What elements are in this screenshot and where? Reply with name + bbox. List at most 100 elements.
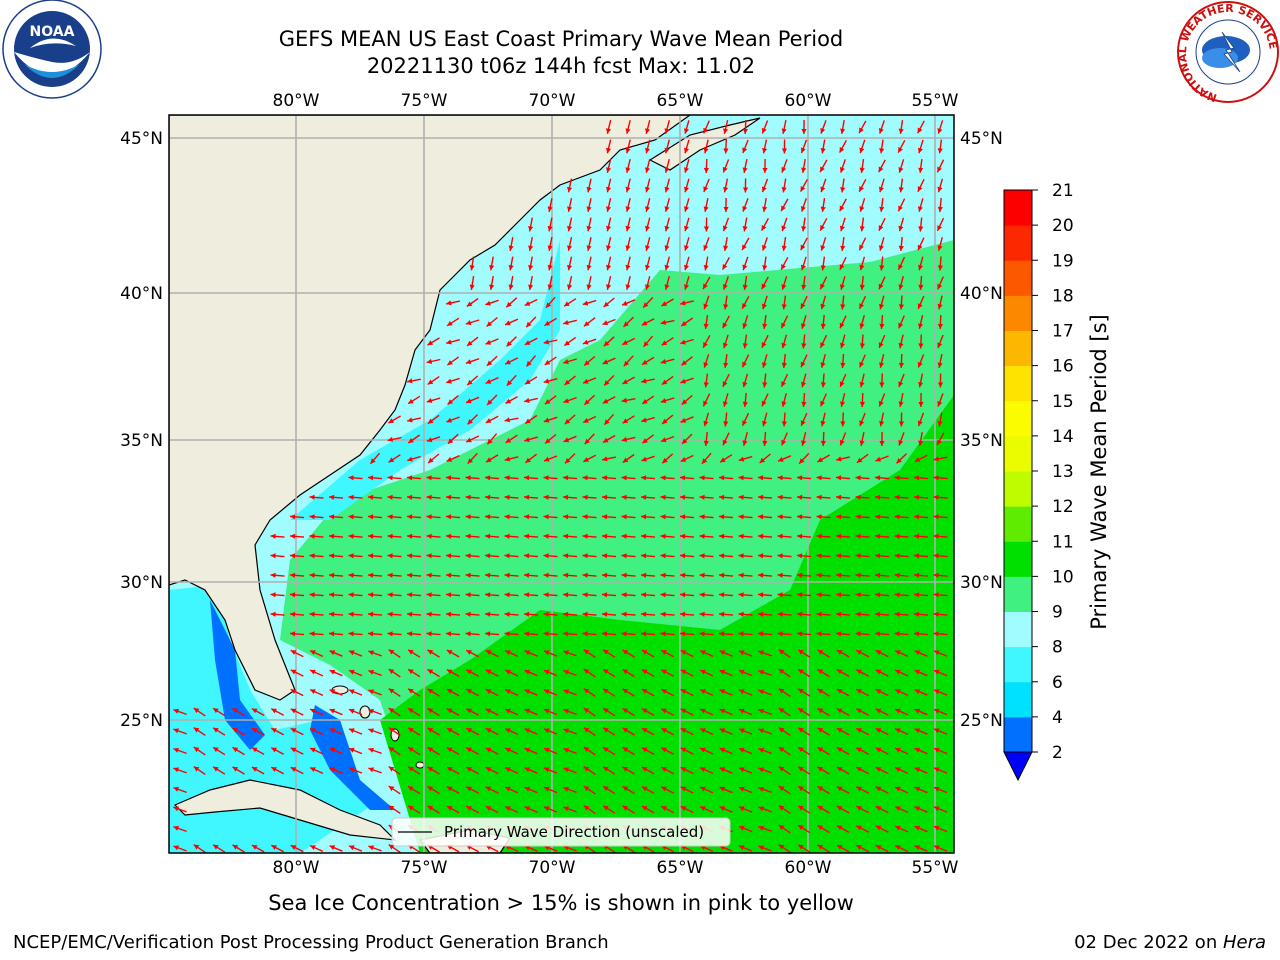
wave-arrow-head <box>660 631 666 637</box>
wave-arrow-head <box>875 650 882 655</box>
wave-arrow-head <box>564 301 570 307</box>
wave-arrow-head <box>290 553 296 559</box>
wave-arrow-head <box>661 340 668 346</box>
wave-arrow-head <box>820 186 826 193</box>
wave-arrow-head <box>801 381 806 388</box>
wave-arrow-head <box>797 572 803 578</box>
wave-arrow-head <box>625 167 631 173</box>
wave-arrow-head <box>839 225 845 232</box>
wave-arrow-head <box>349 669 355 675</box>
wave-arrow-head <box>820 225 825 231</box>
wave-arrow-head <box>485 533 491 539</box>
wave-arrow-head <box>290 572 296 578</box>
wave-arrow-head <box>878 166 884 173</box>
wave-arrow-head <box>778 786 785 792</box>
wave-arrow-head <box>856 708 862 714</box>
wave-arrow-head <box>368 494 374 500</box>
wave-arrow-head <box>602 592 608 598</box>
colorbar-tick-label: 14 <box>1052 427 1074 447</box>
wave-arrow-head <box>800 303 806 309</box>
wave-arrow-head <box>485 494 491 500</box>
wave-arrow-head <box>622 708 629 714</box>
wave-arrow-head <box>567 225 573 232</box>
wave-arrow-head <box>798 708 804 714</box>
wave-arrow-head <box>526 321 532 328</box>
wave-arrow-head <box>621 592 627 598</box>
wave-arrow-head <box>467 419 473 425</box>
wave-arrow-head <box>486 457 492 463</box>
wave-arrow-head <box>917 206 923 212</box>
wave-arrow-head <box>742 381 748 388</box>
wave-arrow-head <box>427 379 434 385</box>
wave-arrow-head <box>603 301 610 307</box>
wave-arrow-head <box>799 458 805 464</box>
lat-label-right-40: 40°N <box>960 284 1003 304</box>
wave-arrow-head <box>446 728 453 733</box>
wave-arrow-head <box>427 340 434 346</box>
wave-arrow-head <box>329 689 336 695</box>
wave-arrow-head <box>446 494 452 500</box>
wave-arrow-head <box>349 689 355 695</box>
wave-arrow-head <box>661 806 667 811</box>
wave-arrow-head <box>329 572 335 578</box>
wave-arrow-head <box>446 669 453 675</box>
wave-arrow-head <box>895 650 901 655</box>
wave-arrow-head <box>466 708 472 714</box>
wave-arrow-head <box>583 786 590 792</box>
wave-arrow-head <box>544 728 550 734</box>
wave-arrow-head <box>778 649 785 655</box>
wave-arrow-head <box>918 264 923 271</box>
wave-arrow-head <box>917 244 923 251</box>
colorbar-segment <box>1004 260 1032 296</box>
wave-arrow-head <box>621 631 627 637</box>
wave-arrow-head <box>684 128 689 134</box>
wave-arrow-head <box>485 339 492 345</box>
wave-arrow-head <box>621 611 627 617</box>
wave-arrow-head <box>722 284 728 290</box>
wave-arrow-head <box>621 436 628 442</box>
wave-arrow-head <box>583 805 590 811</box>
wave-arrow-head <box>816 494 822 500</box>
wave-arrow-head <box>622 727 629 733</box>
wave-arrow-head <box>856 767 862 772</box>
wave-arrow-head <box>680 533 686 539</box>
wave-arrow-head <box>817 727 824 733</box>
wave-arrow-head <box>524 592 530 598</box>
wave-arrow-head <box>563 553 569 559</box>
wave-arrow-head <box>836 533 842 539</box>
wave-arrow-head <box>898 342 904 349</box>
wave-arrow-head <box>798 766 804 772</box>
wave-arrow-head <box>762 323 768 329</box>
wave-arrow-head <box>917 420 923 427</box>
wave-arrow-head <box>173 708 179 714</box>
wave-arrow-head <box>816 514 822 520</box>
wave-arrow-head <box>251 845 258 850</box>
wave-arrow-head <box>816 572 822 578</box>
wave-arrow-head <box>700 747 706 753</box>
wave-arrow-head <box>645 284 650 290</box>
chart-title: GEFS MEAN US East Coast Primary Wave Mea… <box>278 27 844 51</box>
wave-arrow-head <box>739 825 745 831</box>
wave-arrow-head <box>563 708 569 714</box>
wave-arrow-head <box>820 382 826 388</box>
wave-arrow-head <box>213 708 219 714</box>
wave-arrow-head <box>427 786 434 792</box>
wave-arrow-head <box>622 457 629 463</box>
wave-arrow-head <box>407 378 413 384</box>
wave-arrow-head <box>840 304 846 310</box>
wave-arrow-head <box>641 494 647 500</box>
wave-arrow-head <box>777 572 783 578</box>
wave-arrow-head <box>661 689 667 694</box>
wave-arrow-head <box>232 747 239 753</box>
wave-arrow-head <box>914 689 921 695</box>
wave-arrow-head <box>563 572 569 578</box>
wave-arrow-head <box>232 844 239 850</box>
wave-arrow-head <box>428 457 434 463</box>
wave-arrow-head <box>700 689 706 694</box>
wave-arrow-head <box>761 245 767 251</box>
wave-arrow-head <box>816 475 822 481</box>
wave-arrow-head <box>329 514 335 520</box>
lon-label-bottom-70: 70°W <box>529 858 576 878</box>
colorbar-segment <box>1004 541 1032 577</box>
